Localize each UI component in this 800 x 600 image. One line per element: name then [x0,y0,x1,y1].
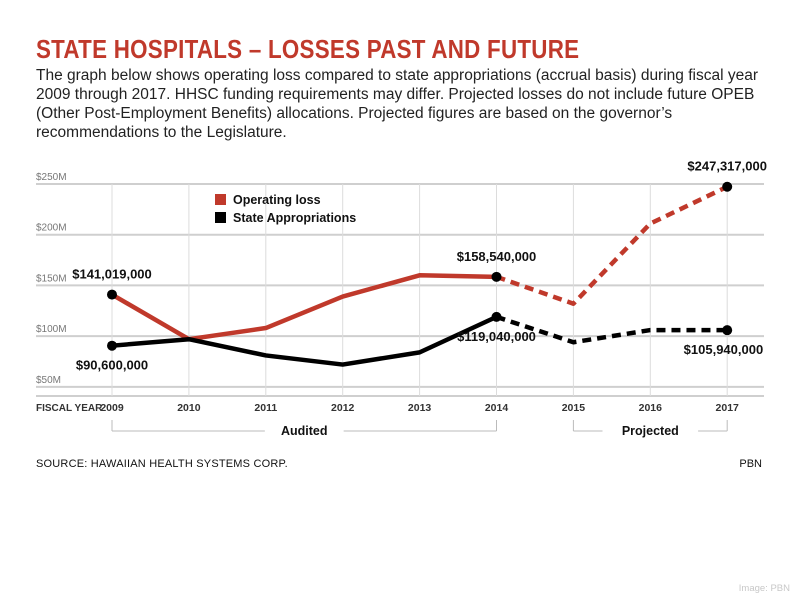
x-tick-label: 2011 [254,402,277,414]
data-label: $141,019,000 [72,267,152,282]
line-chart: $250M $200M $150M $100M $50M 2009 2010 2011 2012… [36,159,767,438]
series-markers [107,181,733,351]
chart-title: STATE HOSPITALS – LOSSES PAST AND FUTURE [36,34,580,64]
data-point-marker [491,311,502,322]
data-label: $119,040,000 [457,329,536,344]
publisher-logo: PBN [739,458,762,470]
series-lines [109,184,729,367]
period-label: Audited [281,424,328,438]
legend-label: State Appropriations [233,211,356,225]
image-credit: Image: PBN [738,583,790,594]
data-point-marker [722,325,733,336]
data-point-marker [107,289,117,300]
series-line-solid-0 [109,273,499,342]
y-tick-label: $50M [36,375,61,386]
data-label: $158,540,000 [457,249,537,264]
x-axis-title: FISCAL YEAR [36,403,103,414]
data-label: $105,940,000 [684,342,764,357]
x-tick-label: 2013 [408,402,432,414]
series-line-dashed-1 [495,314,728,345]
y-tick-label: $100M [36,324,67,335]
x-tick-label: 2017 [716,402,740,414]
data-point-marker [107,340,117,351]
data-label: $247,317,000 [687,159,767,174]
x-tick-label: 2014 [485,402,509,414]
data-point-marker [722,181,733,192]
x-tick-label: 2015 [562,402,586,414]
data-labels: $141,019,000 $158,540,000 $247,317,000 $90,… [72,159,767,373]
x-tick-label: 2016 [639,402,663,414]
series-line-solid-1 [109,314,499,367]
x-tick-label: 2010 [177,402,201,414]
legend-label: Operating loss [233,193,321,207]
x-tick-label: 2009 [100,402,124,414]
legend-swatch [215,212,226,223]
y-tick-label: $150M [36,273,67,284]
data-label: $90,600,000 [76,358,148,373]
chart-subtitle: The graph below shows operating loss com… [36,67,758,141]
data-point-marker [491,271,502,282]
y-tick-label: $250M [36,172,67,183]
period-label: Projected [622,424,679,438]
period-brackets: Audited Projected [111,420,728,438]
legend-swatch [215,194,226,205]
grid: $250M $200M $150M $100M $50M 2009 2010 2011 2012… [36,172,764,414]
legend: Operating loss State Appropriations [215,193,356,225]
series-line-dashed-0 [495,184,729,306]
source-note: SOURCE: HAWAIIAN HEALTH SYSTEMS CORP. [36,458,288,470]
x-tick-label: 2012 [331,402,355,414]
y-tick-label: $200M [36,223,67,234]
